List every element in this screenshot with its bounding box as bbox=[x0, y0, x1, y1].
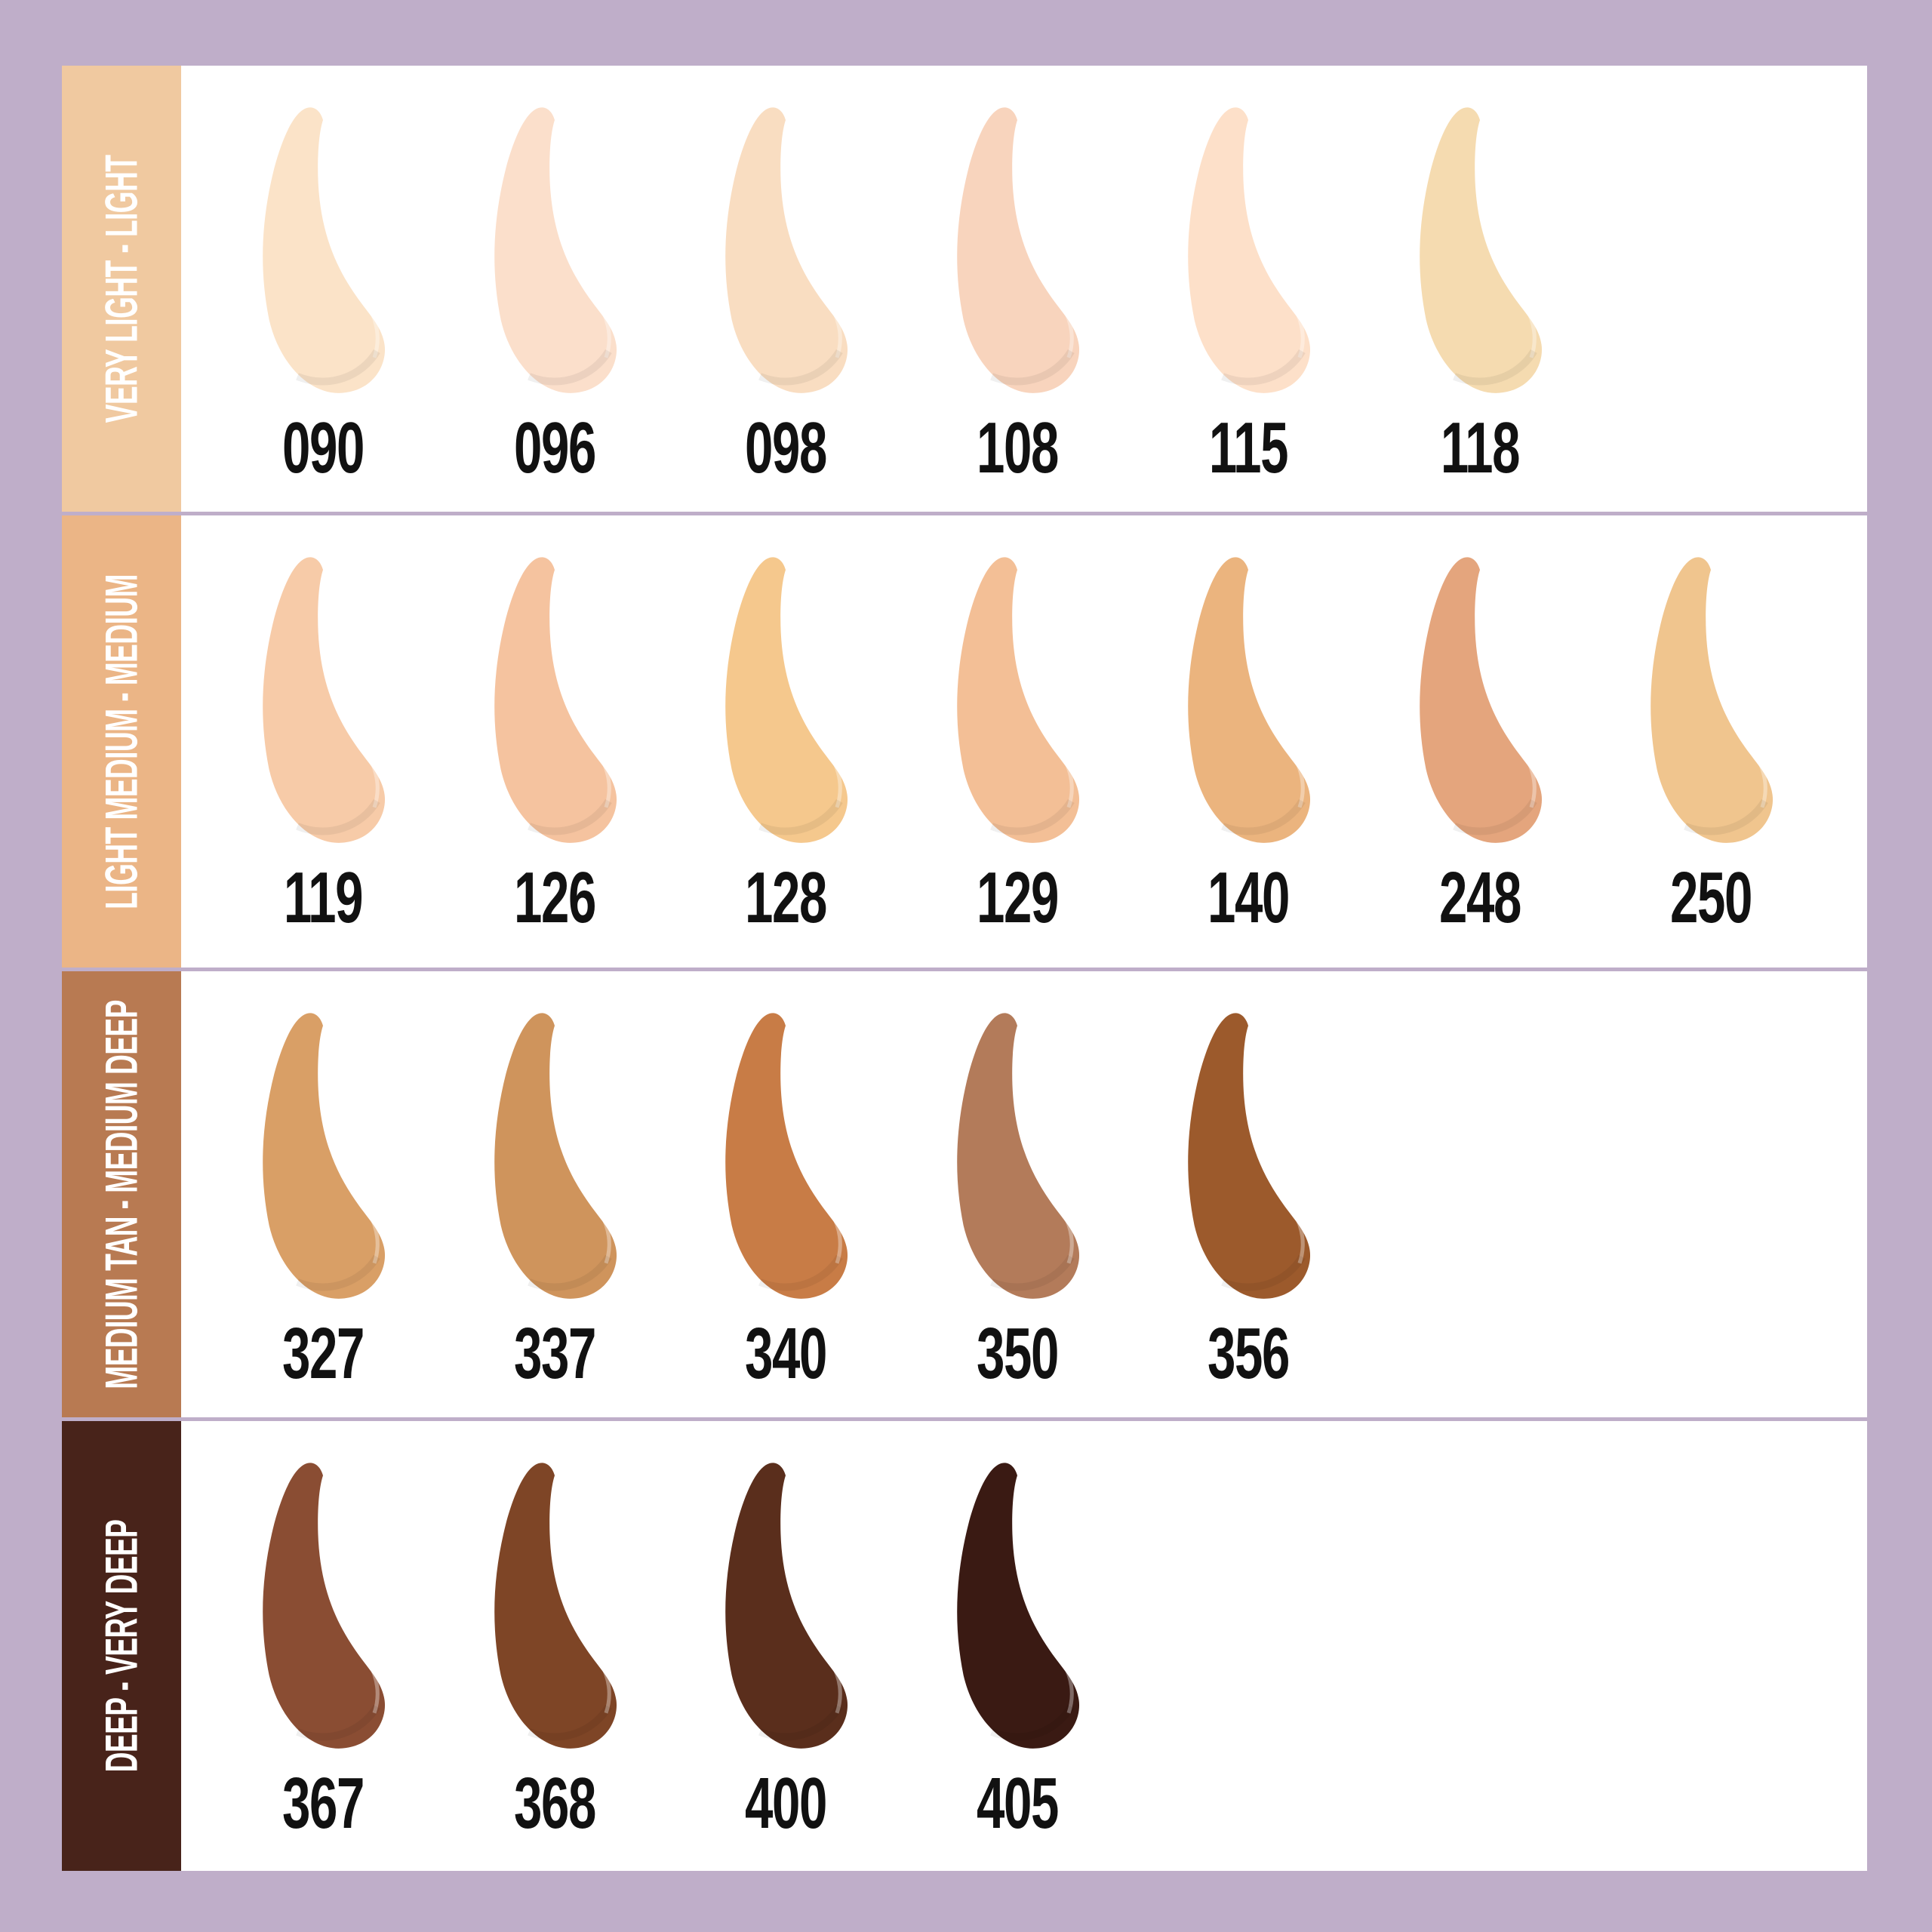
shade-code: 129 bbox=[976, 857, 1059, 938]
shade-code: 098 bbox=[745, 408, 827, 488]
swatch-smear-icon bbox=[263, 1463, 386, 1749]
shade-code: 405 bbox=[976, 1763, 1059, 1844]
group-label-band: VERY LIGHT - LIGHT bbox=[62, 66, 181, 512]
swatch-list: 327 337 340 350 356 bbox=[181, 971, 1867, 1417]
group-label: MEDIUM TAN - MEDIUM DEEP bbox=[96, 999, 147, 1389]
shade-code: 128 bbox=[745, 857, 827, 938]
swatch-smear-icon bbox=[1188, 557, 1311, 843]
shade-swatch[interactable]: 090 bbox=[259, 105, 387, 497]
group-label: DEEP - VERY DEEP bbox=[96, 1519, 147, 1773]
swatch-smear-icon bbox=[725, 1013, 848, 1299]
shade-code: 248 bbox=[1438, 857, 1521, 938]
swatch-smear-icon bbox=[263, 557, 386, 843]
shade-code: 340 bbox=[745, 1313, 827, 1394]
shade-code: 140 bbox=[1208, 857, 1290, 938]
shade-code: 250 bbox=[1670, 857, 1752, 938]
shade-code: 368 bbox=[513, 1763, 596, 1844]
shade-group-row: LIGHT MEDIUM - MEDIUM 119 126 128 129 140 248 2… bbox=[62, 515, 1867, 968]
shade-swatch[interactable]: 327 bbox=[259, 1011, 387, 1403]
shade-group-row: DEEP - VERY DEEP 367 368 400 405 bbox=[62, 1421, 1867, 1871]
shade-code: 367 bbox=[282, 1763, 365, 1844]
shade-code: 115 bbox=[1208, 408, 1289, 488]
swatch-smear-icon bbox=[1188, 107, 1311, 393]
swatch-list: 367 368 400 405 bbox=[181, 1421, 1867, 1871]
swatch-smear-icon bbox=[1188, 1013, 1311, 1299]
swatch-smear-icon bbox=[494, 1463, 617, 1749]
swatch-smear-icon bbox=[725, 557, 848, 843]
shade-swatch[interactable]: 340 bbox=[721, 1011, 850, 1403]
shade-swatch[interactable]: 126 bbox=[491, 555, 619, 947]
shade-code: 108 bbox=[976, 408, 1059, 488]
shade-swatch[interactable]: 108 bbox=[953, 105, 1081, 497]
swatch-smear-icon bbox=[956, 557, 1079, 843]
swatch-list: 090 096 098 108 115 118 bbox=[181, 66, 1867, 512]
shade-code: 096 bbox=[513, 408, 596, 488]
shade-swatch[interactable]: 367 bbox=[259, 1460, 387, 1853]
swatch-smear-icon bbox=[1651, 557, 1774, 843]
swatch-smear-icon bbox=[494, 557, 617, 843]
shade-code: 119 bbox=[283, 857, 364, 938]
swatch-smear-icon bbox=[263, 1013, 386, 1299]
shade-code: 327 bbox=[282, 1313, 365, 1394]
shade-swatch[interactable]: 129 bbox=[953, 555, 1081, 947]
shade-swatch[interactable]: 119 bbox=[259, 555, 387, 947]
swatch-smear-icon bbox=[494, 1013, 617, 1299]
shade-group-row: VERY LIGHT - LIGHT 090 096 098 108 115 118 bbox=[62, 66, 1867, 512]
swatch-smear-icon bbox=[263, 107, 386, 393]
shade-swatch[interactable]: 405 bbox=[953, 1460, 1081, 1853]
shade-swatch[interactable]: 250 bbox=[1647, 555, 1775, 947]
shade-swatch[interactable]: 118 bbox=[1416, 105, 1544, 497]
group-label: VERY LIGHT - LIGHT bbox=[96, 155, 147, 423]
shade-code: 350 bbox=[976, 1313, 1059, 1394]
shade-code: 090 bbox=[282, 408, 365, 488]
swatch-smear-icon bbox=[956, 1013, 1079, 1299]
shade-code: 356 bbox=[1208, 1313, 1290, 1394]
swatch-smear-icon bbox=[494, 107, 617, 393]
shade-swatch[interactable]: 096 bbox=[491, 105, 619, 497]
swatch-smear-icon bbox=[956, 1463, 1079, 1749]
shade-swatch[interactable]: 368 bbox=[491, 1460, 619, 1853]
shade-swatch[interactable]: 356 bbox=[1184, 1011, 1312, 1403]
shade-swatch[interactable]: 128 bbox=[721, 555, 850, 947]
shade-chart: VERY LIGHT - LIGHT 090 096 098 108 115 118 LIGH… bbox=[62, 66, 1867, 1871]
swatch-smear-icon bbox=[1419, 107, 1542, 393]
shade-group-row: MEDIUM TAN - MEDIUM DEEP 327 337 340 350 356 bbox=[62, 971, 1867, 1417]
shade-swatch[interactable]: 350 bbox=[953, 1011, 1081, 1403]
group-label-band: LIGHT MEDIUM - MEDIUM bbox=[62, 515, 181, 968]
shade-code: 400 bbox=[745, 1763, 827, 1844]
shade-code: 126 bbox=[513, 857, 596, 938]
shade-swatch[interactable]: 400 bbox=[721, 1460, 850, 1853]
shade-code: 118 bbox=[1440, 408, 1520, 488]
group-label-band: DEEP - VERY DEEP bbox=[62, 1421, 181, 1871]
swatch-list: 119 126 128 129 140 248 250 bbox=[181, 515, 1867, 968]
shade-swatch[interactable]: 098 bbox=[721, 105, 850, 497]
shade-swatch[interactable]: 115 bbox=[1184, 105, 1312, 497]
shade-swatch[interactable]: 248 bbox=[1416, 555, 1544, 947]
shade-code: 337 bbox=[513, 1313, 596, 1394]
swatch-smear-icon bbox=[725, 1463, 848, 1749]
swatch-smear-icon bbox=[956, 107, 1079, 393]
group-label: LIGHT MEDIUM - MEDIUM bbox=[96, 574, 147, 909]
shade-swatch[interactable]: 337 bbox=[491, 1011, 619, 1403]
swatch-smear-icon bbox=[1419, 557, 1542, 843]
swatch-smear-icon bbox=[725, 107, 848, 393]
group-label-band: MEDIUM TAN - MEDIUM DEEP bbox=[62, 971, 181, 1417]
shade-swatch[interactable]: 140 bbox=[1184, 555, 1312, 947]
